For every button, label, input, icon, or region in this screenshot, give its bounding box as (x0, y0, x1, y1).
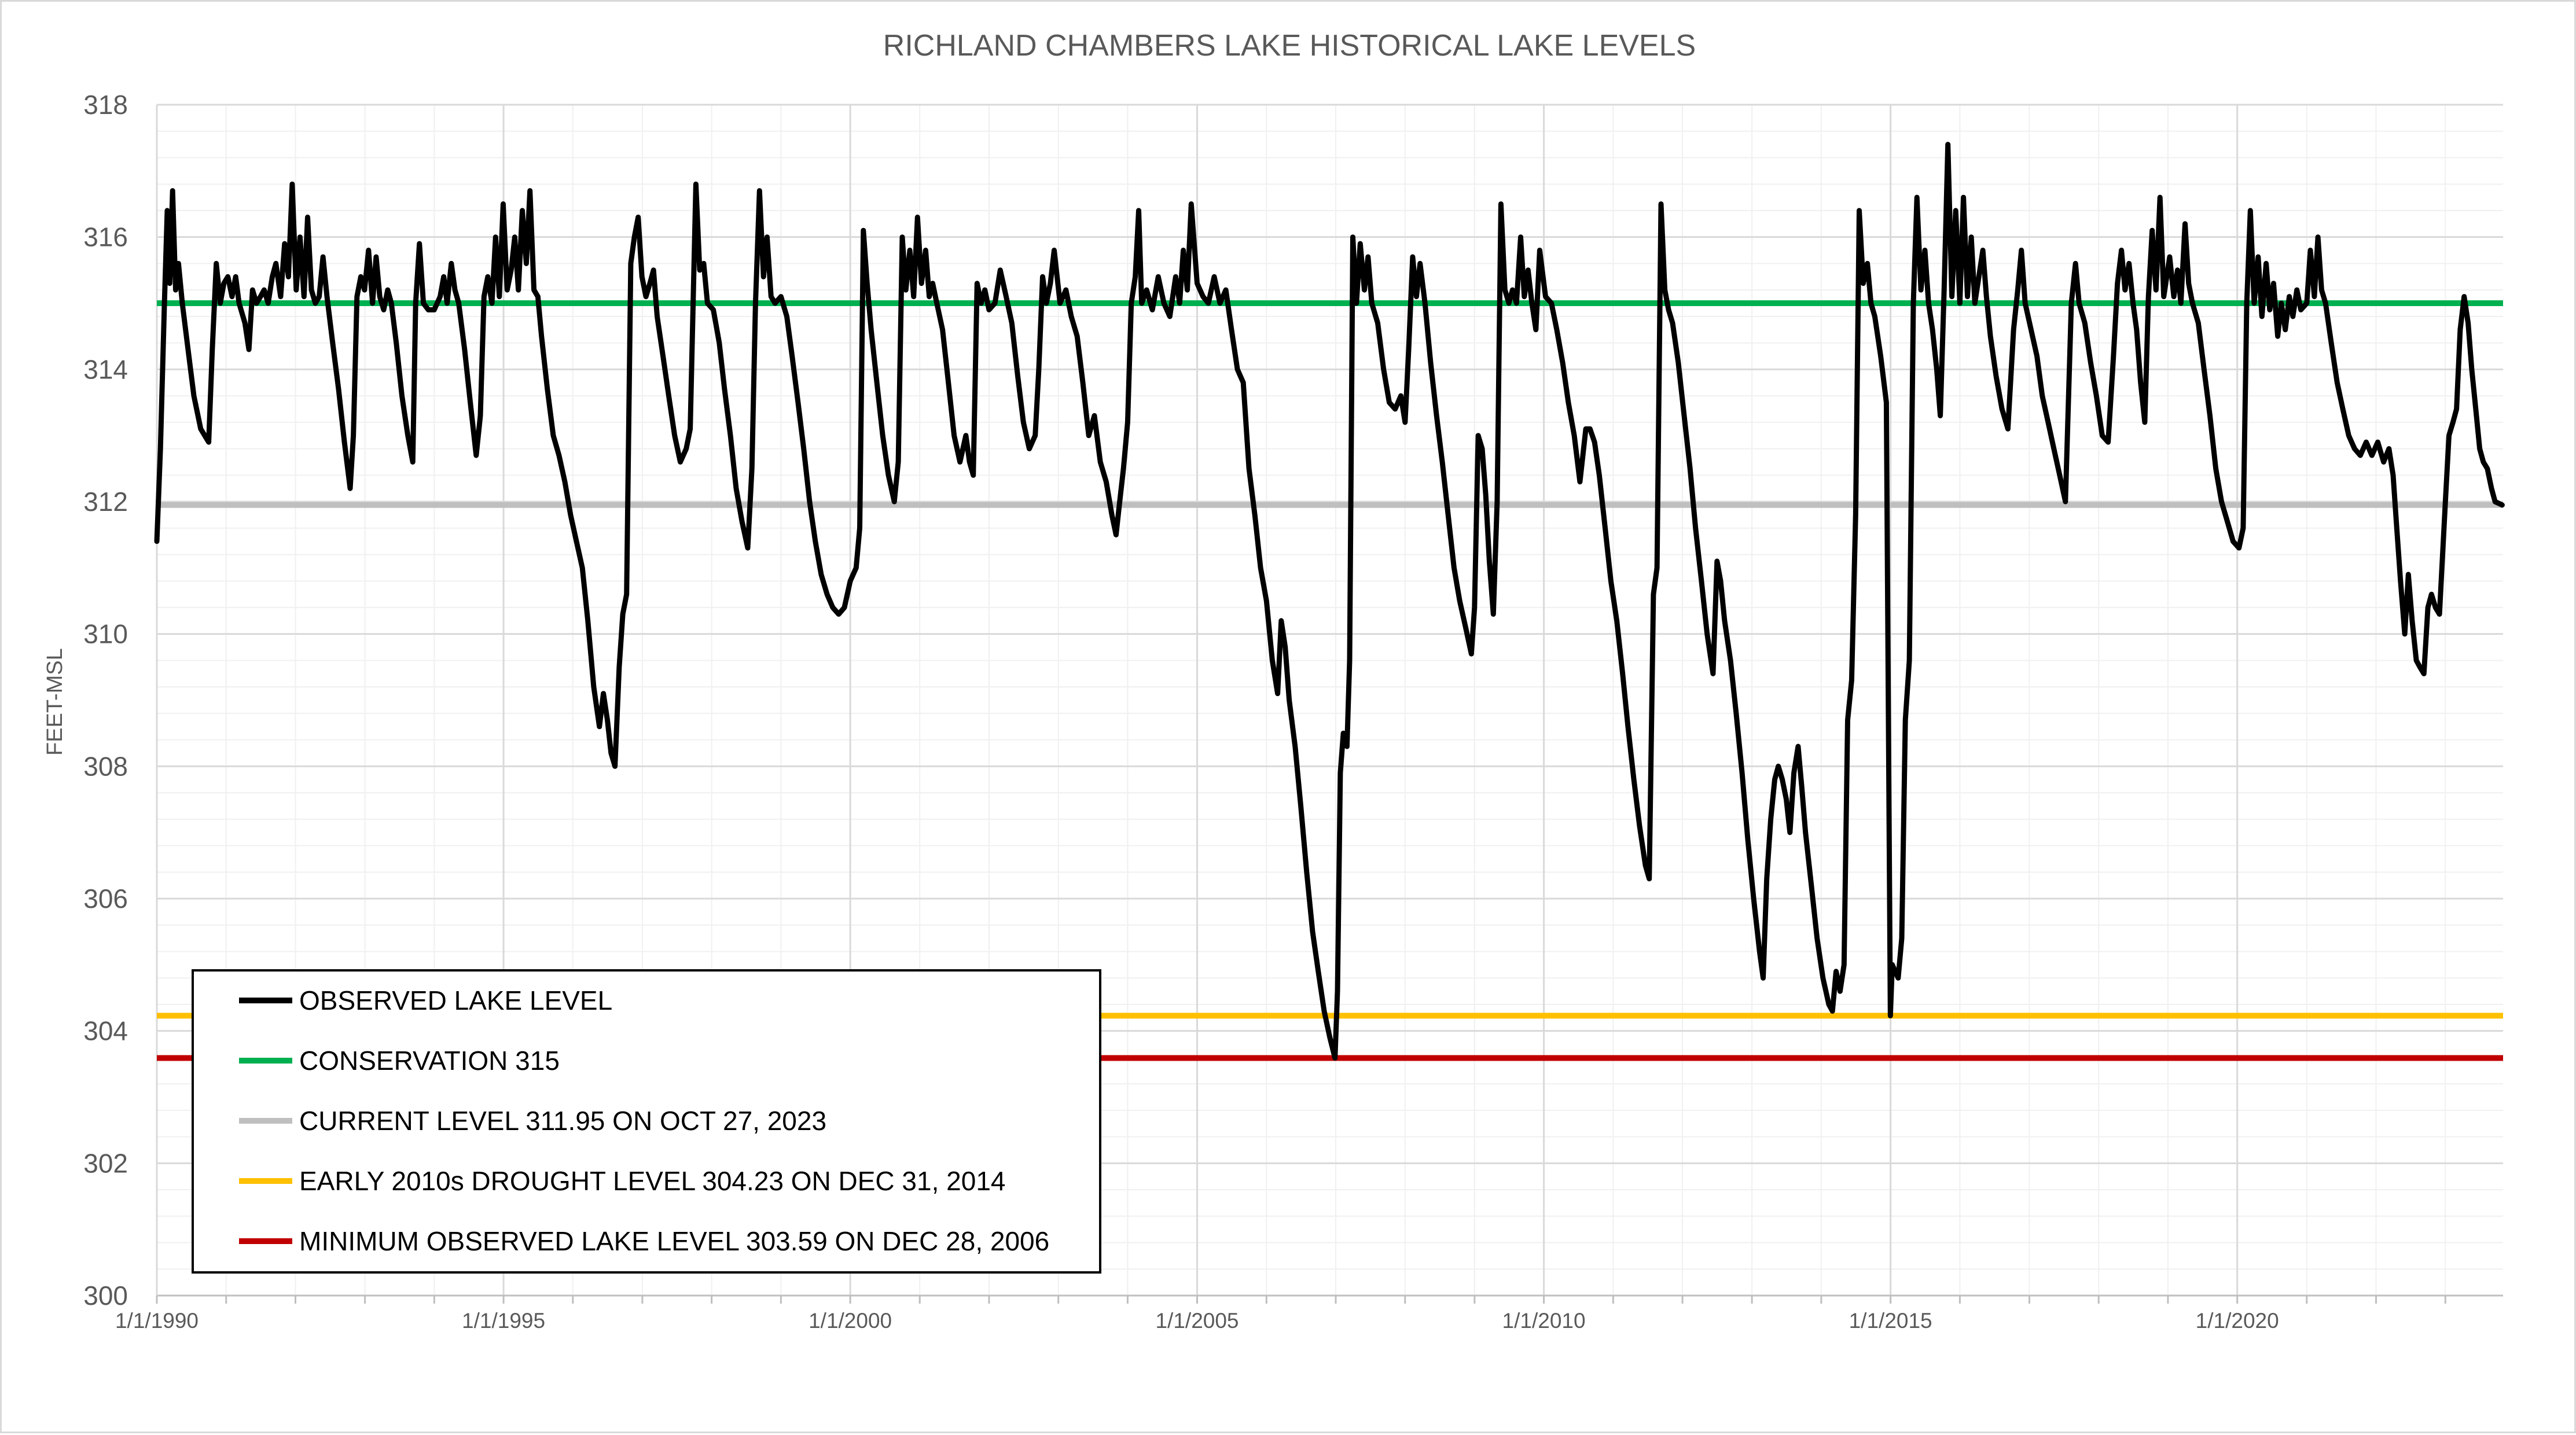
legend-label: EARLY 2010s DROUGHT LEVEL 304.23 ON DEC … (299, 1166, 1005, 1196)
legend-label: MINIMUM OBSERVED LAKE LEVEL 303.59 ON DE… (299, 1226, 1049, 1256)
legend-label: OBSERVED LAKE LEVEL (299, 985, 612, 1015)
x-tick-label: 1/1/2000 (809, 1309, 892, 1333)
x-tick-labels: 1/1/1990 1/1/1995 1/1/2000 1/1/2005 1/1/2010… (115, 1309, 2279, 1333)
legend: OBSERVED LAKE LEVEL CONSERVATION 315 CURRE… (192, 969, 1101, 1274)
observed-series (154, 142, 2505, 1061)
reference-lines (157, 300, 2503, 1061)
y-tick-label: 312 (83, 487, 128, 517)
y-tick-label: 314 (83, 354, 128, 384)
y-tick-label: 310 (83, 619, 128, 649)
x-tick-label: 1/1/2020 (2196, 1309, 2279, 1333)
x-tick-label: 1/1/2005 (1155, 1309, 1239, 1333)
x-tick-label: 1/1/1995 (462, 1309, 545, 1333)
y-tick-label: 302 (83, 1148, 128, 1178)
y-tick-label: 306 (83, 884, 128, 914)
chart-title: RICHLAND CHAMBERS LAKE HISTORICAL LAKE L… (883, 29, 1696, 62)
legend-label: CURRENT LEVEL 311.95 ON OCT 27, 2023 (299, 1106, 826, 1136)
y-tick-label: 300 (83, 1281, 128, 1311)
y-tick-label: 308 (83, 751, 128, 781)
y-tick-labels: 300 302 304 306 308 310 312 314 316 318 (83, 90, 128, 1311)
x-tick-label: 1/1/2010 (1502, 1309, 1586, 1333)
legend-box (192, 969, 1101, 1274)
x-tick-label: 1/1/2015 (1849, 1309, 1932, 1333)
legend-label: CONSERVATION 315 (299, 1046, 560, 1076)
y-axis-title: FEET-MSL (43, 648, 67, 756)
observed-lake-level-line (154, 142, 2505, 1061)
y-tick-label: 304 (83, 1016, 128, 1046)
x-tick-label: 1/1/1990 (115, 1309, 199, 1333)
y-tick-label: 316 (83, 222, 128, 252)
y-tick-label: 318 (83, 90, 128, 120)
